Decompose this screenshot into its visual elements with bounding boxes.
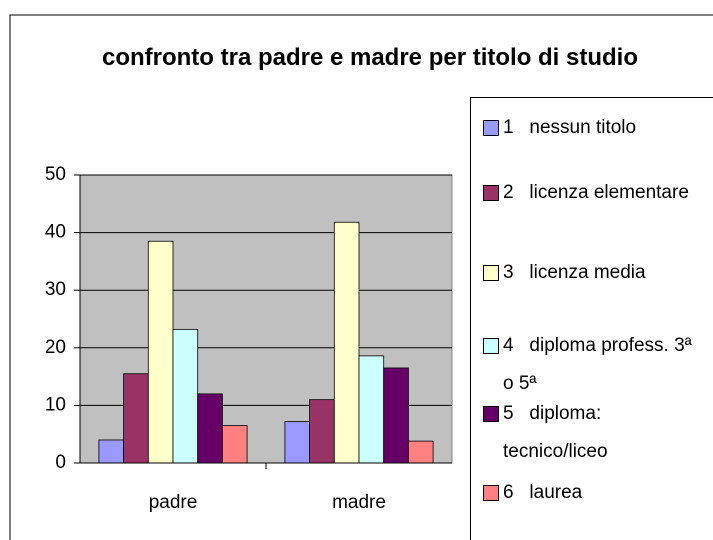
bar <box>284 421 310 464</box>
legend-swatch <box>483 185 499 201</box>
bar <box>172 328 199 464</box>
bar <box>383 367 409 464</box>
y-tick-label: 10 <box>45 394 66 415</box>
legend-swatch <box>483 338 499 354</box>
legend-label: 5 diploma: tecnico/liceo <box>503 403 608 462</box>
y-tick-label: 0 <box>55 452 66 473</box>
bar <box>333 221 360 464</box>
legend-label: 4 diploma profess. 3ª o 5ª <box>503 335 697 394</box>
chart-title: confronto tra padre e madre per titolo d… <box>101 44 639 71</box>
y-tick-label: 30 <box>45 279 66 300</box>
bar <box>309 399 335 464</box>
legend-label: 3 licenza media <box>503 262 646 283</box>
chart-border <box>9 14 713 540</box>
bar <box>407 440 434 464</box>
legend-label: 1 nessun titolo <box>503 117 637 138</box>
legend-label: 6 laurea <box>503 482 583 503</box>
legend-swatch <box>483 406 499 422</box>
legend-swatch <box>483 485 499 501</box>
y-tick-label: 50 <box>45 164 66 185</box>
bar <box>123 373 149 464</box>
bar <box>197 393 223 464</box>
x-tick-label: madre <box>332 492 386 513</box>
legend-swatch <box>483 120 499 136</box>
x-tick-label: padre <box>149 492 198 513</box>
legend-swatch <box>483 265 499 281</box>
bar <box>98 439 125 464</box>
y-tick-label: 20 <box>45 337 66 358</box>
bar <box>147 240 174 464</box>
legend: 1 nessun titolo 2 licenza elementare 3 lic… <box>470 97 713 540</box>
bar <box>221 425 248 464</box>
y-tick-label: 40 <box>45 222 66 243</box>
bar <box>358 355 385 464</box>
legend-label: 2 licenza elementare <box>503 182 689 203</box>
